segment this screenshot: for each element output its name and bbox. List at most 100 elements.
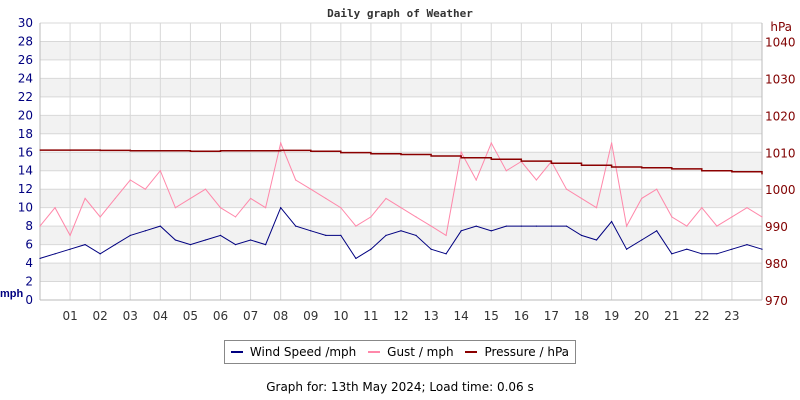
legend-item-pressure: Pressure / hPa (465, 345, 569, 359)
x-tick-label: 08 (273, 309, 288, 323)
data-point (280, 142, 282, 144)
data-point (746, 207, 748, 209)
right-tick-label: 1000 (765, 183, 796, 197)
x-tick-label: 20 (634, 309, 649, 323)
data-point (234, 216, 237, 218)
data-point (385, 234, 387, 236)
data-point (174, 207, 176, 209)
data-point (430, 225, 432, 227)
data-point (249, 150, 252, 152)
data-point (610, 166, 613, 168)
right-tick-label: 980 (765, 257, 788, 271)
data-point (761, 248, 763, 250)
data-point (505, 170, 507, 172)
right-tick-label: 990 (765, 220, 788, 234)
data-point (535, 225, 537, 227)
data-point (144, 230, 146, 232)
data-point (686, 248, 688, 250)
data-point (550, 225, 553, 227)
data-point (445, 234, 447, 236)
data-point (430, 248, 432, 250)
left-tick-label: 18 (18, 127, 33, 141)
data-point (671, 168, 673, 170)
x-tick-label: 21 (664, 309, 679, 323)
data-point (84, 244, 86, 246)
data-point (686, 225, 688, 227)
data-point (610, 142, 613, 144)
data-point (445, 253, 447, 255)
data-point (219, 234, 222, 236)
data-point (385, 197, 387, 200)
data-point (174, 239, 176, 241)
data-point (460, 230, 462, 232)
legend-swatch (230, 351, 243, 353)
data-point (249, 239, 252, 241)
data-point (656, 230, 658, 232)
right-tick-label: 1030 (765, 72, 796, 86)
data-point (550, 162, 553, 164)
chart-svg: Daily graph of Weather 02468101214161820… (0, 7, 796, 323)
data-point (641, 239, 643, 241)
data-point (475, 225, 477, 227)
data-point (761, 173, 763, 175)
data-point (400, 153, 402, 156)
left-tick-label: 2 (25, 275, 33, 289)
data-point (99, 216, 101, 218)
data-point (520, 160, 522, 162)
data-point (565, 188, 568, 190)
data-point (280, 149, 282, 152)
data-point (415, 234, 417, 236)
right-tick-label: 1010 (765, 146, 796, 160)
data-point (430, 155, 432, 157)
data-point (280, 207, 282, 209)
data-point (565, 225, 568, 227)
data-point (310, 230, 312, 232)
data-point (370, 248, 372, 250)
data-point (460, 151, 462, 153)
data-point (671, 253, 673, 255)
data-point (219, 207, 222, 209)
right-tick-label: 1040 (765, 35, 796, 49)
legend-label: Gust / mph (387, 345, 454, 359)
right-tick-label: 970 (765, 294, 788, 308)
x-tick-label: 15 (484, 309, 499, 323)
data-point (265, 244, 267, 246)
left-tick-label: 16 (18, 145, 33, 159)
data-point (716, 253, 718, 255)
left-tick-label: 4 (25, 256, 33, 270)
x-tick-label: 23 (724, 309, 739, 323)
legend-item-wind: Wind Speed /mph (230, 345, 356, 359)
x-tick-label: 07 (243, 309, 258, 323)
x-tick-label: 01 (62, 309, 77, 323)
x-tick-label: 17 (544, 309, 559, 323)
x-tick-label: 18 (574, 309, 589, 323)
data-point (535, 179, 537, 181)
data-point (204, 239, 207, 241)
left-tick-label: 22 (18, 90, 33, 104)
data-point (340, 152, 342, 154)
data-point (370, 153, 372, 155)
data-point (69, 149, 71, 151)
data-point (701, 253, 703, 255)
legend-label: Pressure / hPa (484, 345, 570, 359)
left-tick-label: 10 (18, 201, 33, 215)
data-point (731, 171, 733, 173)
chart-title: Daily graph of Weather (327, 7, 473, 20)
data-point (475, 179, 477, 181)
x-tick-label: 09 (303, 309, 318, 323)
data-point (580, 234, 583, 236)
data-point (39, 149, 41, 151)
left-axis-label: mph (0, 288, 24, 300)
x-tick-label: 06 (213, 309, 228, 323)
data-point (400, 207, 402, 209)
left-tick-label: 20 (18, 108, 33, 122)
data-point (520, 225, 522, 227)
data-point (39, 225, 41, 227)
data-point (69, 248, 71, 250)
data-point (701, 170, 703, 172)
data-point (671, 216, 673, 218)
data-point (54, 207, 56, 209)
left-tick-label: 26 (18, 53, 33, 67)
x-tick-label: 03 (123, 309, 138, 323)
data-point (189, 150, 192, 152)
